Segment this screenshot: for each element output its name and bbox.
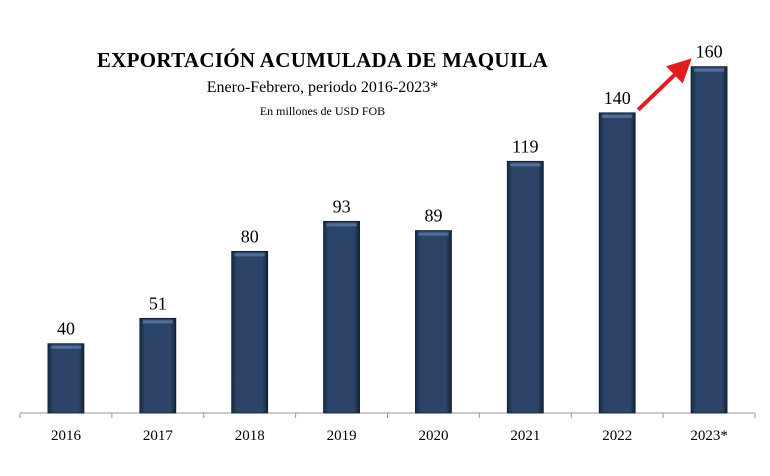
x-tick-label: 2016 (51, 428, 82, 444)
x-tick-label: 2020 (418, 428, 448, 444)
chart-title: EXPORTACIÓN ACUMULADA DE MAQUILA (96, 48, 549, 72)
chart-subtitle: Enero-Febrero, periodo 2016-2023* (206, 79, 439, 96)
data-label: 40 (57, 319, 75, 339)
bar-highlight (418, 232, 449, 236)
x-tick-label: 2017 (143, 428, 174, 444)
data-label: 160 (696, 42, 723, 62)
data-label: 140 (604, 88, 631, 108)
data-label: 51 (149, 293, 167, 313)
data-label: 93 (333, 196, 351, 216)
x-tick-label: 2018 (235, 428, 265, 444)
x-tick-label: 2022 (602, 428, 632, 444)
data-label: 89 (424, 206, 442, 226)
x-tick-label: 2021 (510, 428, 540, 444)
bar (598, 112, 636, 414)
unit-note: En millones de USD FOB (259, 104, 386, 118)
bar (139, 317, 177, 414)
data-label: 80 (241, 226, 259, 246)
bar-highlight (234, 253, 265, 257)
bar (506, 160, 544, 414)
bar (415, 230, 452, 414)
bar (47, 343, 85, 414)
bar-highlight (510, 163, 541, 167)
growth-arrow (636, 58, 692, 112)
bar (690, 66, 728, 414)
bar-highlight (326, 223, 357, 227)
bar-highlight (602, 114, 633, 118)
x-tick-label: 2019 (327, 428, 357, 444)
bar-highlight (50, 345, 81, 349)
bar-highlight (694, 68, 725, 72)
data-label: 119 (512, 136, 538, 156)
x-tick-label: 2023* (690, 428, 728, 444)
bar (231, 250, 269, 414)
bar-highlight (142, 320, 173, 324)
bar (323, 220, 360, 414)
